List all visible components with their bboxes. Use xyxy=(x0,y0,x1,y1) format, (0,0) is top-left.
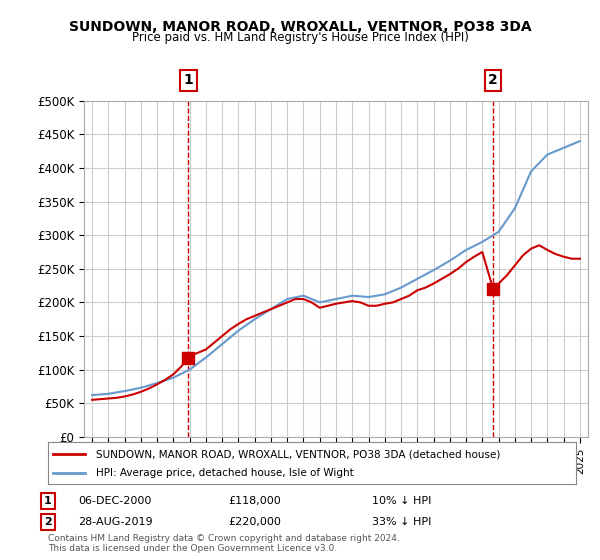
Text: HPI: Average price, detached house, Isle of Wight: HPI: Average price, detached house, Isle… xyxy=(95,468,353,478)
Text: Contains HM Land Registry data © Crown copyright and database right 2024.
This d: Contains HM Land Registry data © Crown c… xyxy=(48,534,400,553)
Text: SUNDOWN, MANOR ROAD, WROXALL, VENTNOR, PO38 3DA (detached house): SUNDOWN, MANOR ROAD, WROXALL, VENTNOR, P… xyxy=(95,449,500,459)
Text: £118,000: £118,000 xyxy=(228,496,281,506)
Text: 28-AUG-2019: 28-AUG-2019 xyxy=(78,517,152,527)
Text: £220,000: £220,000 xyxy=(228,517,281,527)
Text: 2: 2 xyxy=(488,73,498,87)
Text: 06-DEC-2000: 06-DEC-2000 xyxy=(78,496,151,506)
Text: 1: 1 xyxy=(44,496,52,506)
Text: 10% ↓ HPI: 10% ↓ HPI xyxy=(372,496,431,506)
Text: 2: 2 xyxy=(44,517,52,527)
Text: 33% ↓ HPI: 33% ↓ HPI xyxy=(372,517,431,527)
Text: Price paid vs. HM Land Registry's House Price Index (HPI): Price paid vs. HM Land Registry's House … xyxy=(131,31,469,44)
Text: 1: 1 xyxy=(184,73,193,87)
Text: SUNDOWN, MANOR ROAD, WROXALL, VENTNOR, PO38 3DA: SUNDOWN, MANOR ROAD, WROXALL, VENTNOR, P… xyxy=(68,20,532,34)
